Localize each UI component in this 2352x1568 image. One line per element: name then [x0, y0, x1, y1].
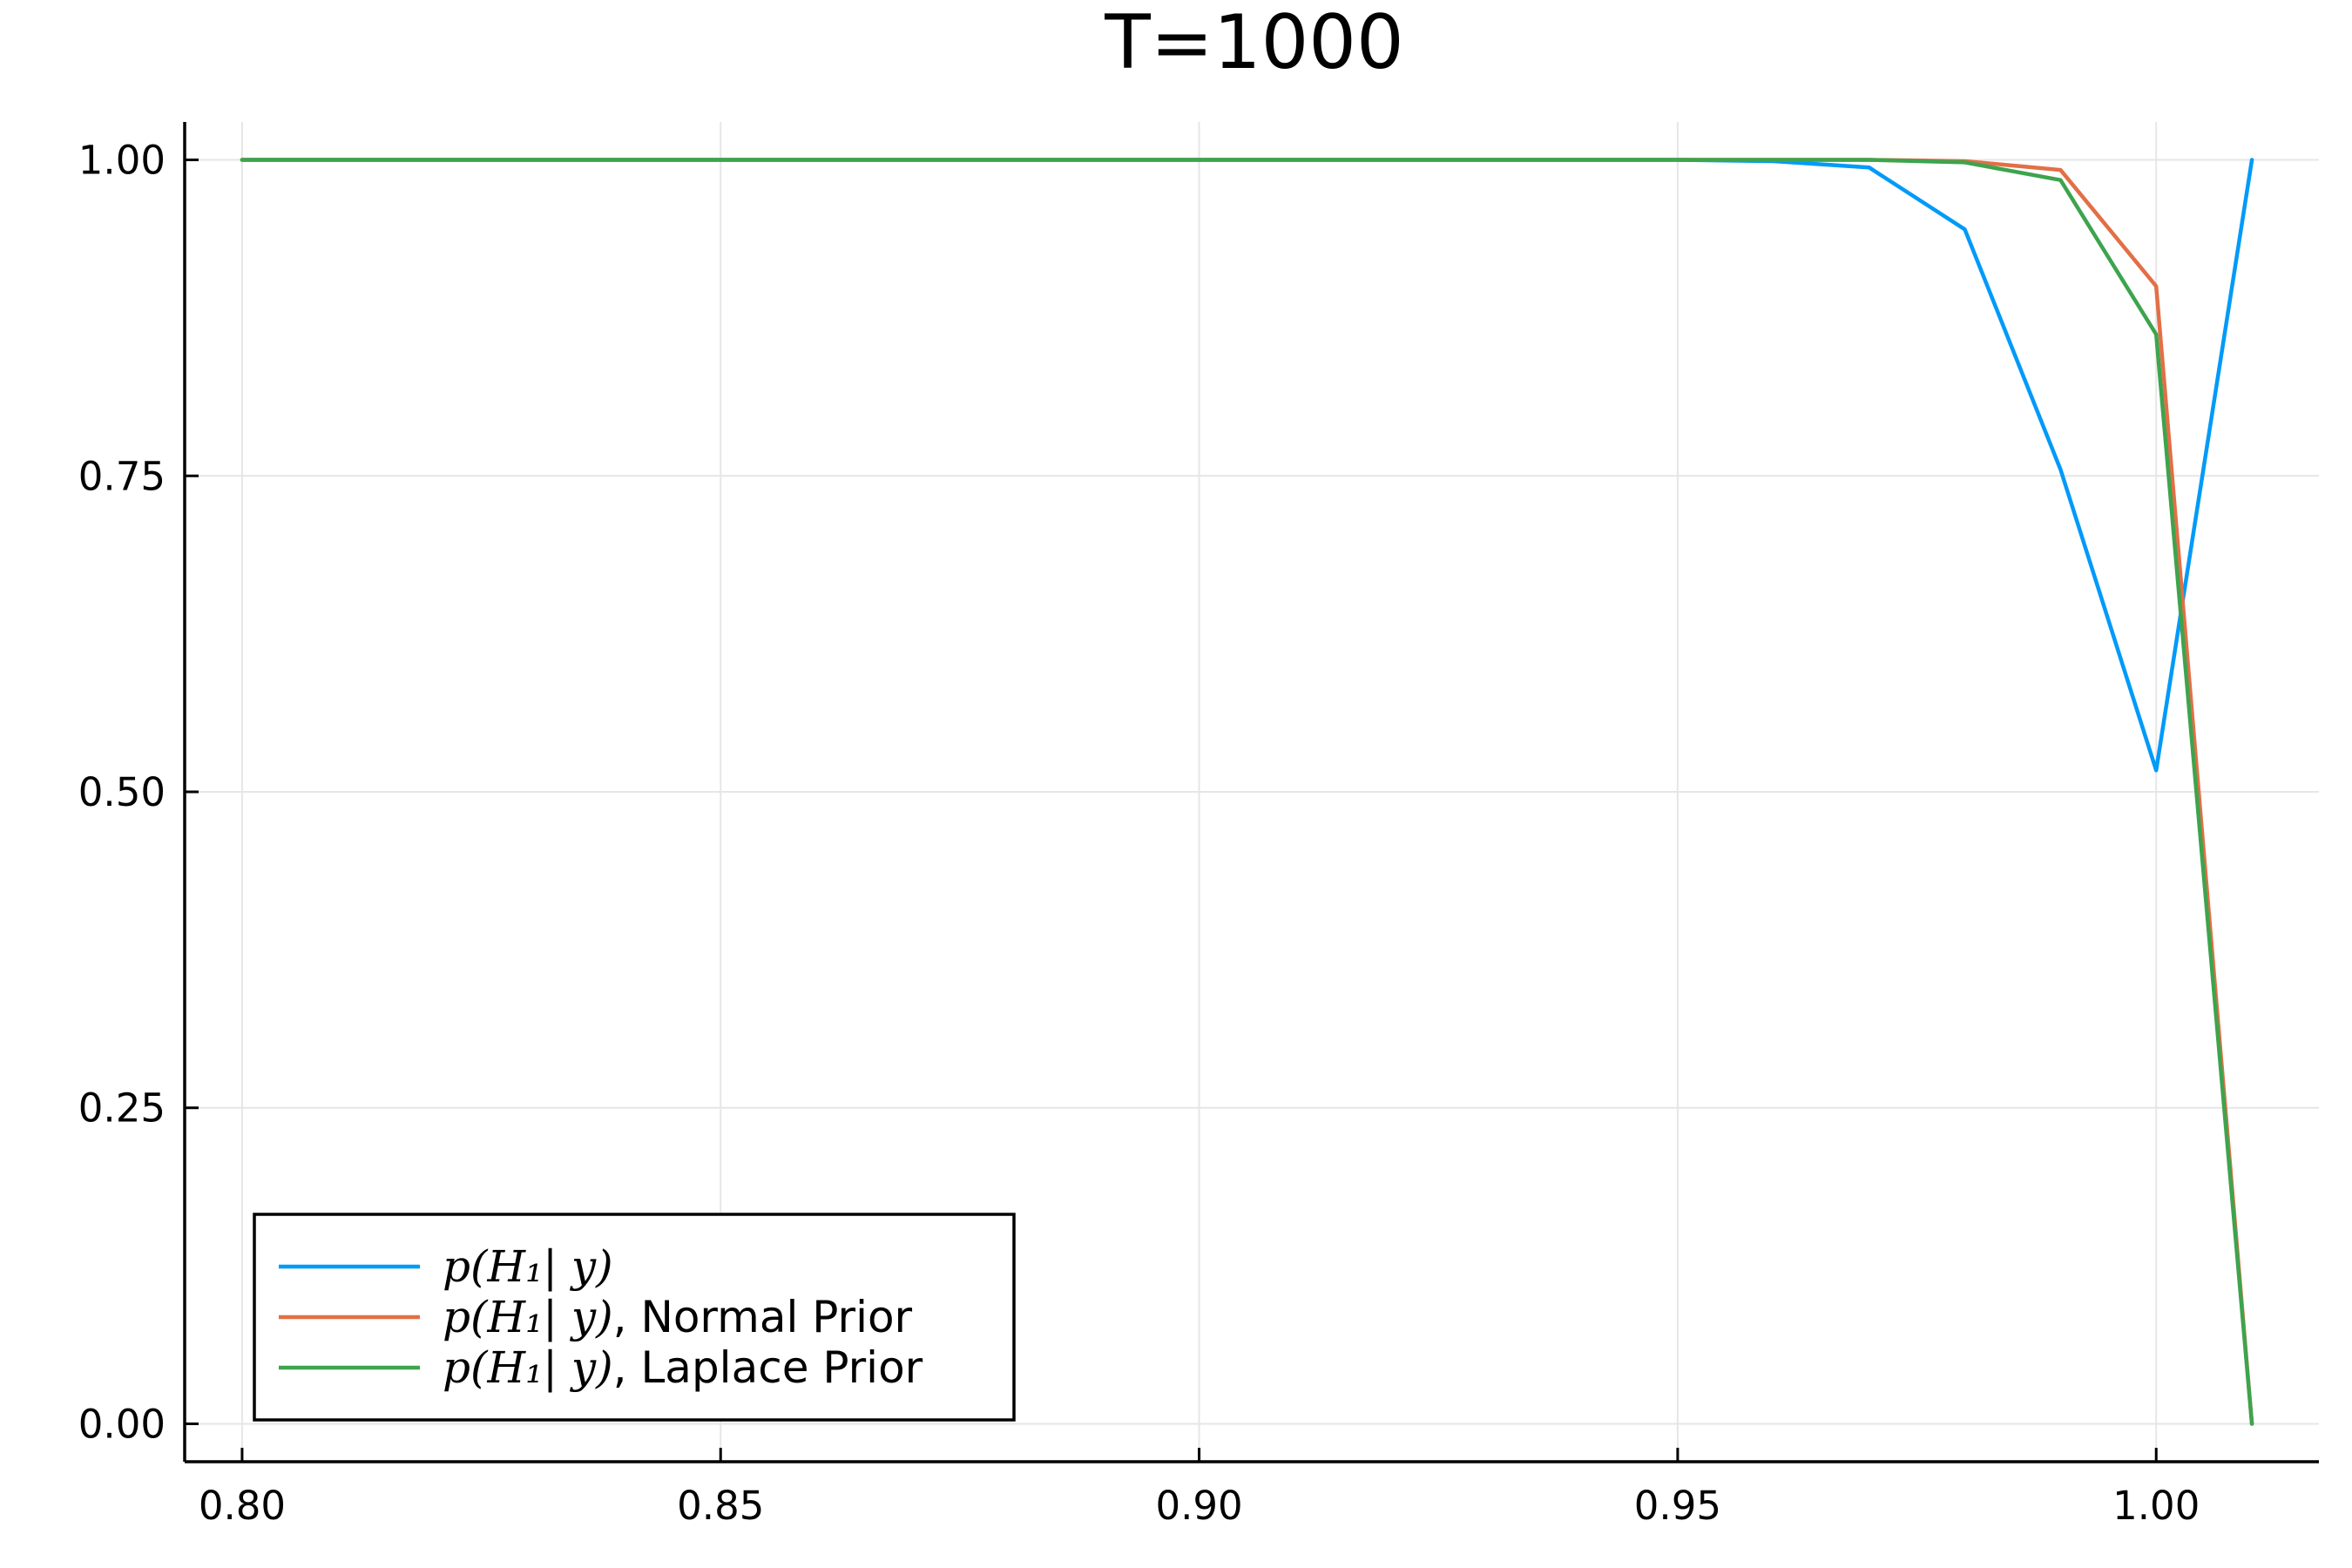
chart-title: T=1000: [1104, 0, 1403, 86]
y-tick-label: 1.00: [78, 138, 166, 184]
axes: 0.80 0.85 0.90 0.95 1.00 0.00 0.25 0.50 0.75 1.00: [78, 122, 2319, 1529]
x-tick-label: 0.85: [677, 1483, 764, 1529]
legend-entry-3: p(H₁| y), Laplace Prior: [443, 1342, 923, 1393]
y-tick-label: 0.25: [78, 1085, 166, 1132]
y-tick-label: 0.75: [78, 453, 166, 499]
x-tick-label: 0.80: [199, 1483, 286, 1529]
series-line-3: [240, 158, 2254, 1426]
x-tick-label: 1.00: [2112, 1483, 2200, 1529]
x-tick-label: 0.90: [1155, 1483, 1242, 1529]
legend-entry-2: p(H₁| y), Normal Prior: [443, 1292, 913, 1342]
y-tick-label: 0.00: [78, 1401, 166, 1447]
legend-entry-1: p(H₁| y): [443, 1241, 613, 1292]
series-lines: [240, 158, 2254, 1426]
series-line-1: [240, 158, 2254, 773]
y-tick-label: 0.50: [78, 769, 166, 815]
x-tick-label: 0.95: [1634, 1483, 1721, 1529]
